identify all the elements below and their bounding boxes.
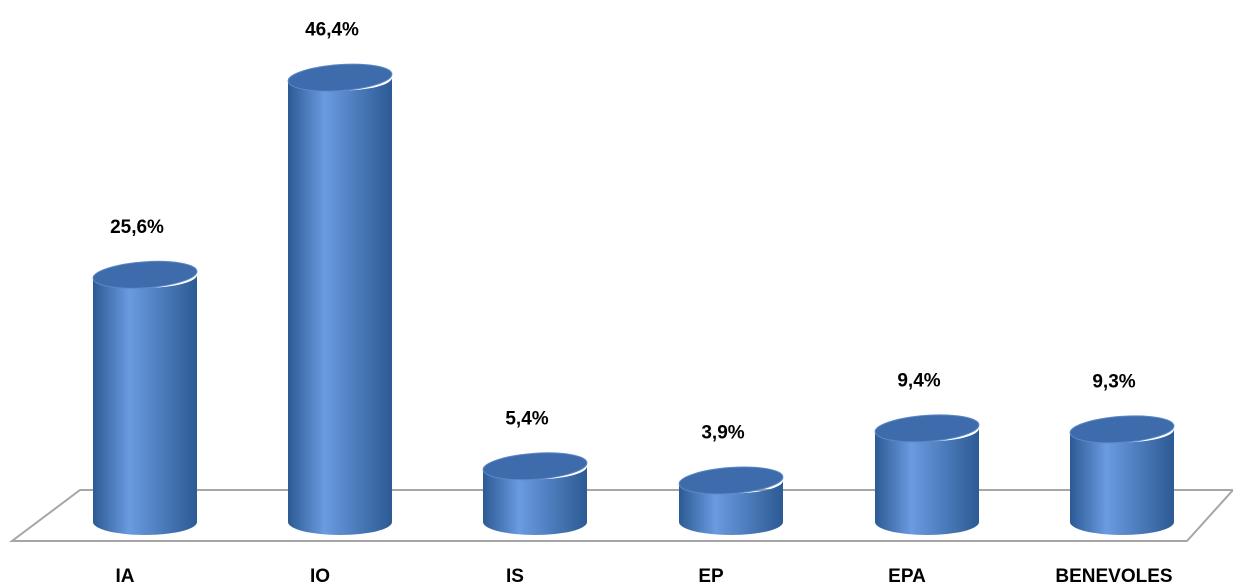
- category-label: BENEVOLES: [1055, 566, 1172, 587]
- bar-top: [482, 452, 588, 481]
- bar-body: [679, 480, 783, 535]
- bar-top: [678, 466, 784, 495]
- category-label: IS: [506, 566, 524, 587]
- value-label: 25,6%: [110, 217, 164, 238]
- bar-body: [483, 466, 587, 535]
- category-label: IO: [310, 566, 330, 587]
- bars: [92, 63, 1175, 536]
- bar-io: [287, 63, 393, 536]
- value-label: 46,4%: [305, 20, 359, 41]
- bar-benevoles: [1069, 415, 1175, 535]
- bar-top: [92, 260, 198, 289]
- category-label: EPA: [888, 566, 926, 587]
- bar-ep: [678, 466, 784, 535]
- value-label: 3,9%: [701, 423, 744, 444]
- bar-top: [287, 63, 393, 92]
- bar-ia: [92, 260, 198, 535]
- bar-body: [93, 274, 197, 535]
- chart-floor: [9, 489, 1233, 542]
- bar-is: [482, 452, 588, 535]
- value-label: 9,4%: [897, 370, 940, 391]
- bar-body: [1070, 429, 1174, 535]
- value-labels: 25,6% 46,4% 5,4% 3,9% 9,4% 9,3%: [110, 20, 1136, 444]
- bar-top: [1069, 415, 1175, 444]
- category-label: EP: [698, 566, 724, 587]
- category-labels: IA IO IS EP EPA BENEVOLES: [116, 566, 1173, 587]
- bar-epa: [874, 414, 980, 535]
- value-label: 9,3%: [1092, 371, 1135, 392]
- bar-body: [875, 428, 979, 535]
- category-label: IA: [116, 566, 135, 587]
- bar-top: [874, 414, 980, 443]
- value-label: 5,4%: [505, 408, 548, 429]
- bar-body: [288, 77, 392, 536]
- floor-outline: [9, 489, 1233, 542]
